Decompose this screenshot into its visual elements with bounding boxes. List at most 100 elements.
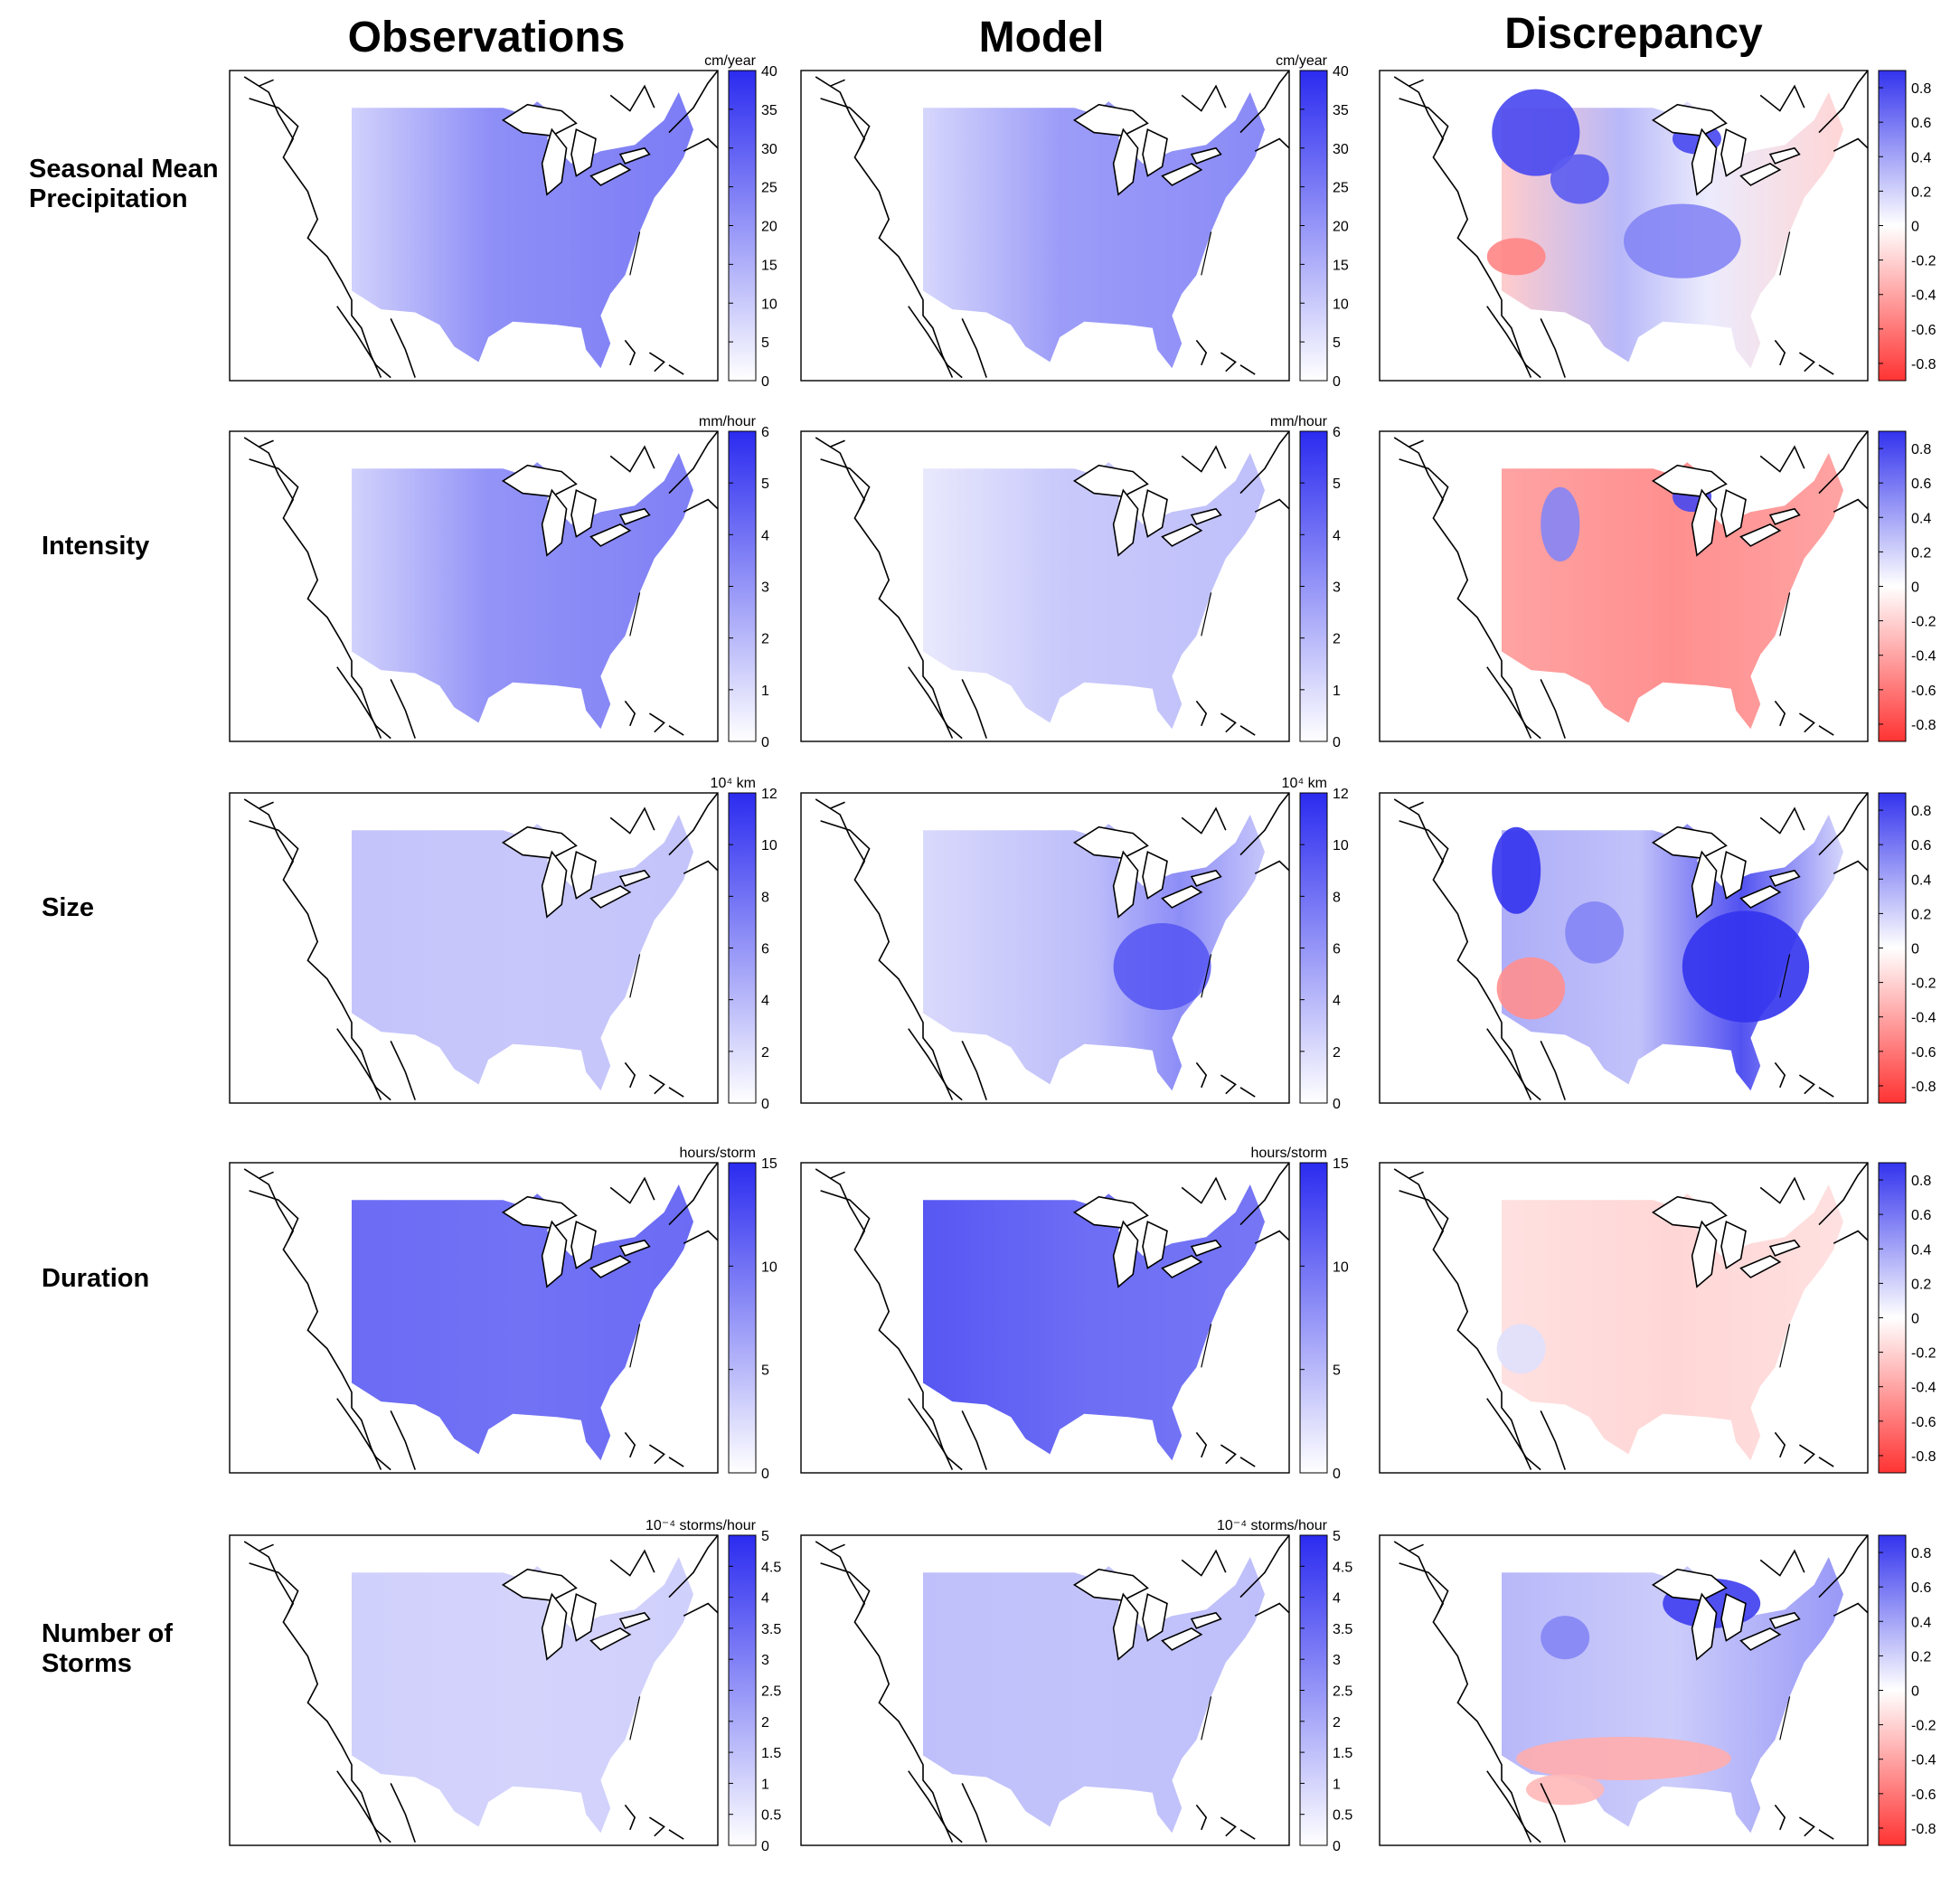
discrepancy-map-row-2-colorbar-tick-label: 0.2	[1911, 545, 1931, 561]
model-map-row-2-coastline-1	[820, 439, 871, 510]
discrepancy-map-row-3-great-lake-1	[1691, 850, 1718, 919]
discrepancy-map-row-5-coastline-4	[1774, 1804, 1834, 1840]
model-map-row-1-field	[923, 92, 1265, 369]
discrepancy-map-row-2-colorbar-tick-label: -0.4	[1911, 649, 1936, 665]
model-map-row-3-colorbar-tick-label: 10	[1333, 838, 1349, 854]
observations-map-row-2-colorbar-tick-label: 5	[761, 476, 769, 492]
observations-map-row-2-colorbar-tick-label: 0	[761, 735, 769, 750]
model-map-row-3-great-lake-2	[1142, 851, 1168, 900]
model-map-row-1-coastline-0	[815, 76, 954, 378]
model-map-row-1-colorbar-unit-label: cm/year	[1276, 53, 1328, 69]
model-map-row-1-colorbar-tick-label: 10	[1333, 297, 1349, 312]
discrepancy-anomaly-blob	[1550, 154, 1609, 204]
discrepancy-map-row-2-colorbar-tick-label: -0.2	[1911, 615, 1936, 630]
model-map-row-5-great-lake-4	[1190, 1611, 1222, 1629]
observations-map-row-5-colorbar-tick-label: 3	[761, 1653, 769, 1668]
observations-map-row-5-great-lake-3	[589, 1627, 632, 1651]
model-map-row-5-colorbar-tick-label: 0	[1333, 1839, 1341, 1854]
model-map-row-4-great-lake-0	[1072, 1195, 1149, 1229]
discrepancy-anomaly-blob	[1486, 238, 1546, 276]
observations-map-row-3-colorbar: 0 2 4 6 8 10 12 10⁴ km	[711, 776, 777, 1112]
observations-map-row-2-coastline-0	[243, 437, 382, 739]
discrepancy-map-row-5-coast-east	[1779, 1696, 1791, 1740]
observations-map-row-2-coastline-4	[624, 700, 684, 736]
discrepancy-map-row-5-great-lake-4	[1768, 1611, 1801, 1629]
size-maximum-blob	[1113, 923, 1211, 1011]
observations-map-row-3-coastline-4	[624, 1061, 684, 1098]
model-map-row-3-great-lake-4	[1190, 869, 1222, 887]
observations-map-row-2-colorbar-unit-label: mm/hour	[699, 414, 757, 429]
model-map-row-3-great-lake-3	[1161, 884, 1203, 909]
observations-map-row-3-colorbar-tick-label: 6	[761, 942, 769, 957]
observations-map-row-3-coastline-0	[243, 798, 382, 1100]
discrepancy-map-row-3-colorbar-tick-label: 0.4	[1911, 872, 1931, 888]
observations-map-row-1-field	[352, 92, 693, 369]
observations-map-row-5-colorbar-tick-label: 1	[761, 1777, 769, 1792]
model-map-row-1-coastline-1	[820, 79, 871, 149]
discrepancy-map-row-4-great-lake-2	[1720, 1221, 1747, 1269]
observations-map-row-2-coastline-1	[249, 439, 299, 510]
discrepancy-map-row-4-great-lake-0	[1651, 1195, 1728, 1229]
model-map-row-5-great-lake-1	[1112, 1592, 1139, 1661]
discrepancy-map-row-5-colorbar-tick-label: 0	[1911, 1684, 1919, 1700]
discrepancy-anomaly-blob	[1492, 826, 1541, 914]
discrepancy-map-row-1-coastline-1	[1399, 79, 1449, 149]
discrepancy-map-row-5-colorbar: 0.8 0.6 0.4 0.2 0 -0.2 -0.4 -0.6 -0.8	[1878, 1534, 1936, 1846]
model-map-row-1-colorbar-tick-label: 0	[1333, 374, 1341, 390]
discrepancy-map-row-5-colorbar-tick-label: 0.8	[1911, 1546, 1931, 1561]
discrepancy-map-row-3-colorbar-tick-label: -0.2	[1911, 976, 1936, 992]
observations-map-row-4-great-lake-2	[570, 1221, 597, 1269]
observations-map-row-1-colorbar-tick-label: 20	[761, 220, 777, 235]
discrepancy-map-row-5-colorbar-tick-label: -0.6	[1911, 1787, 1936, 1803]
discrepancy-map-row-4-colorbar-tick-label: 0	[1911, 1312, 1919, 1327]
discrepancy-map-row-5-great-lake-1	[1691, 1592, 1718, 1661]
model-map-row-2-coastline-4	[1195, 700, 1256, 736]
model-map-row-5-great-lake-3	[1161, 1627, 1203, 1651]
discrepancy-map-row-3-colorbar: 0.8 0.6 0.4 0.2 0 -0.2 -0.4 -0.6 -0.8	[1878, 792, 1936, 1104]
discrepancy-map-row-3-colorbar-tick-label: -0.6	[1911, 1045, 1936, 1061]
discrepancy-map-row-1-coastline-2	[1486, 306, 1566, 379]
observations-map-row-4-colorbar-tick-label: 0	[761, 1467, 769, 1482]
discrepancy-map-row-4-colorbar-tick-label: 0.8	[1911, 1174, 1931, 1189]
model-map-row-5-colorbar-tick-label: 1.5	[1333, 1746, 1352, 1761]
observations-map-row-3-coastline-1	[249, 801, 299, 872]
observations-map-row-5	[229, 1534, 719, 1846]
observations-map-row-4-colorbar-tick-label: 10	[761, 1259, 777, 1275]
observations-map-row-3-colorbar-unit-label: 10⁴ km	[711, 776, 756, 791]
discrepancy-anomaly-blob	[1526, 1774, 1605, 1806]
model-map-row-2-great-lake-0	[1072, 464, 1149, 497]
model-map-row-1-colorbar-tick-label: 40	[1333, 64, 1349, 80]
model-map-row-5-colorbar-tick-label: 5	[1333, 1529, 1341, 1544]
discrepancy-map-row-5-coastline-3	[1759, 1534, 1869, 1617]
observations-map-row-1-colorbar-tick-label: 0	[761, 374, 769, 390]
observations-map-row-3-great-lake-4	[618, 869, 651, 887]
observations-map-row-4-coastline-1	[249, 1171, 299, 1241]
model-map-row-2-coastline-2	[908, 666, 987, 740]
model-map-row-1-colorbar-tick-label: 30	[1333, 142, 1349, 157]
observations-map-row-3-colorbar-tick-label: 10	[761, 838, 777, 854]
observations-map-row-5-coastline-3	[609, 1534, 719, 1617]
observations-map-row-5-coastline-1	[249, 1543, 299, 1614]
discrepancy-map-row-3-colorbar-tick-label: 0.8	[1911, 804, 1931, 819]
discrepancy-map-row-4-great-lake-4	[1768, 1239, 1801, 1257]
discrepancy-map-row-1-colorbar-tick-label: 0.6	[1911, 116, 1931, 131]
model-map-row-2-colorbar-tick-label: 5	[1333, 476, 1341, 492]
observations-map-row-1-great-lake-2	[570, 128, 597, 177]
discrepancy-map-row-1-great-lake-4	[1768, 146, 1801, 165]
observations-map-row-5-colorbar-tick-label: 3.5	[761, 1622, 781, 1637]
model-map-row-3	[800, 792, 1290, 1104]
observations-map-row-1-colorbar-tick-label: 35	[761, 103, 777, 118]
model-map-row-1-colorbar-tick-label: 25	[1333, 181, 1349, 196]
observations-map-row-2-great-lake-4	[618, 507, 651, 525]
discrepancy-anomaly-blob	[1565, 901, 1624, 964]
model-map-row-2-colorbar-tick-label: 1	[1333, 684, 1341, 699]
observations-map-row-2-coast-east	[629, 592, 641, 637]
observations-map-row-2-coastline-3	[609, 430, 719, 513]
model-map-row-4-colorbar-tick-label: 0	[1333, 1467, 1341, 1482]
observations-map-row-4-great-lake-1	[541, 1220, 568, 1288]
observations-map-row-4-colorbar-tick-label: 15	[761, 1156, 777, 1172]
discrepancy-map-row-2-field	[1502, 453, 1843, 730]
discrepancy-map-row-3-coastline-3	[1759, 792, 1869, 874]
